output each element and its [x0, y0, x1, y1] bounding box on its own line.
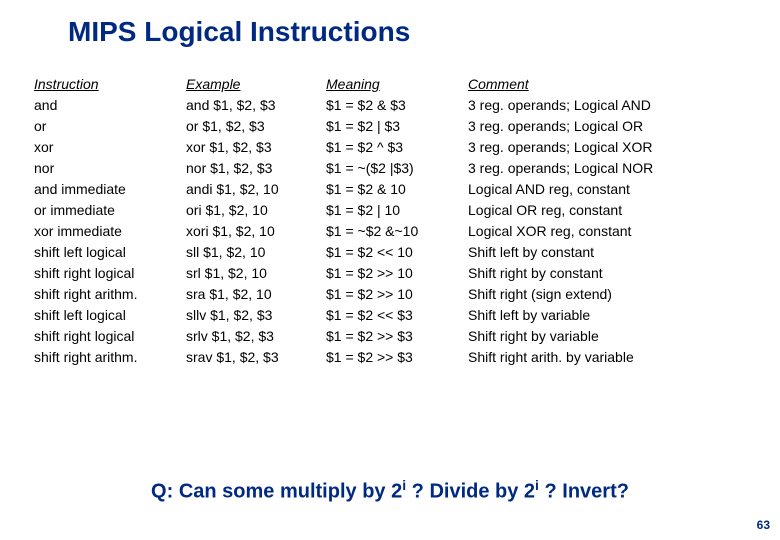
- cell-instruction: and immediate: [34, 179, 186, 200]
- cell-meaning: $1 = $2 ^ $3: [326, 137, 468, 158]
- table-row: xor xor $1, $2, $3 $1 = $2 ^ $3 3 reg. o…: [34, 137, 746, 158]
- cell-example: sllv $1, $2, $3: [186, 305, 326, 326]
- cell-example: andi $1, $2, 10: [186, 179, 326, 200]
- cell-comment: 3 reg. operands; Logical AND: [468, 95, 746, 116]
- cell-instruction: shift left logical: [34, 242, 186, 263]
- table-row: nor nor $1, $2, $3 $1 = ~($2 |$3) 3 reg.…: [34, 158, 746, 179]
- cell-meaning: $1 = $2 >> $3: [326, 326, 468, 347]
- table-row: xor immediate xori $1, $2, 10 $1 = ~$2 &…: [34, 221, 746, 242]
- cell-meaning: $1 = $2 << $3: [326, 305, 468, 326]
- cell-meaning: $1 = $2 & 10: [326, 179, 468, 200]
- question-part: ? Invert?: [539, 481, 629, 503]
- cell-example: nor $1, $2, $3: [186, 158, 326, 179]
- cell-comment: Logical OR reg, constant: [468, 200, 746, 221]
- table-header-row: Instruction Example Meaning Comment: [34, 74, 746, 95]
- cell-example: srav $1, $2, $3: [186, 347, 326, 368]
- cell-instruction: or: [34, 116, 186, 137]
- table-row: shift left logical sll $1, $2, 10 $1 = $…: [34, 242, 746, 263]
- cell-meaning: $1 = $2 >> $3: [326, 347, 468, 368]
- table-row: shift right logical srl $1, $2, 10 $1 = …: [34, 263, 746, 284]
- cell-meaning: $1 = $2 << 10: [326, 242, 468, 263]
- cell-comment: 3 reg. operands; Logical OR: [468, 116, 746, 137]
- question-text: Q: Can some multiply by 2i ? Divide by 2…: [0, 477, 780, 504]
- cell-example: sra $1, $2, 10: [186, 284, 326, 305]
- question-part: Q: Can some multiply by 2: [151, 481, 402, 503]
- cell-instruction: and: [34, 95, 186, 116]
- cell-comment: Logical XOR reg, constant: [468, 221, 746, 242]
- cell-example: ori $1, $2, 10: [186, 200, 326, 221]
- cell-meaning: $1 = $2 | $3: [326, 116, 468, 137]
- table-row: or immediate ori $1, $2, 10 $1 = $2 | 10…: [34, 200, 746, 221]
- cell-instruction: shift right arithm.: [34, 347, 186, 368]
- page-number: 63: [757, 518, 770, 532]
- cell-example: and $1, $2, $3: [186, 95, 326, 116]
- header-meaning: Meaning: [326, 74, 468, 95]
- cell-instruction: shift left logical: [34, 305, 186, 326]
- table-row: shift left logical sllv $1, $2, $3 $1 = …: [34, 305, 746, 326]
- cell-example: srlv $1, $2, $3: [186, 326, 326, 347]
- cell-example: srl $1, $2, 10: [186, 263, 326, 284]
- cell-meaning: $1 = $2 | 10: [326, 200, 468, 221]
- header-instruction: Instruction: [34, 74, 186, 95]
- table-row: and and $1, $2, $3 $1 = $2 & $3 3 reg. o…: [34, 95, 746, 116]
- cell-meaning: $1 = ~$2 &~10: [326, 221, 468, 242]
- cell-instruction: shift right logical: [34, 326, 186, 347]
- table-row: shift right arithm. srav $1, $2, $3 $1 =…: [34, 347, 746, 368]
- cell-comment: Shift right (sign extend): [468, 284, 746, 305]
- cell-meaning: $1 = ~($2 |$3): [326, 158, 468, 179]
- header-comment: Comment: [468, 74, 746, 95]
- table-row: shift right arithm. sra $1, $2, 10 $1 = …: [34, 284, 746, 305]
- slide-title: MIPS Logical Instructions: [68, 16, 410, 48]
- cell-instruction: shift right arithm.: [34, 284, 186, 305]
- cell-comment: Shift left by variable: [468, 305, 746, 326]
- cell-instruction: xor: [34, 137, 186, 158]
- table-row: or or $1, $2, $3 $1 = $2 | $3 3 reg. ope…: [34, 116, 746, 137]
- cell-instruction: nor: [34, 158, 186, 179]
- cell-comment: 3 reg. operands; Logical NOR: [468, 158, 746, 179]
- cell-comment: Shift right arith. by variable: [468, 347, 746, 368]
- cell-example: xor $1, $2, $3: [186, 137, 326, 158]
- question-part: ? Divide by 2: [406, 481, 535, 503]
- cell-example: or $1, $2, $3: [186, 116, 326, 137]
- cell-comment: Shift left by constant: [468, 242, 746, 263]
- cell-example: xori $1, $2, 10: [186, 221, 326, 242]
- cell-comment: Shift right by constant: [468, 263, 746, 284]
- cell-instruction: xor immediate: [34, 221, 186, 242]
- cell-instruction: or immediate: [34, 200, 186, 221]
- table-row: shift right logical srlv $1, $2, $3 $1 =…: [34, 326, 746, 347]
- instruction-table: Instruction Example Meaning Comment and …: [34, 74, 746, 368]
- table-row: and immediate andi $1, $2, 10 $1 = $2 & …: [34, 179, 746, 200]
- header-example: Example: [186, 74, 326, 95]
- cell-example: sll $1, $2, 10: [186, 242, 326, 263]
- cell-comment: Logical AND reg, constant: [468, 179, 746, 200]
- cell-meaning: $1 = $2 >> 10: [326, 263, 468, 284]
- cell-comment: 3 reg. operands; Logical XOR: [468, 137, 746, 158]
- cell-comment: Shift right by variable: [468, 326, 746, 347]
- cell-meaning: $1 = $2 & $3: [326, 95, 468, 116]
- cell-meaning: $1 = $2 >> 10: [326, 284, 468, 305]
- cell-instruction: shift right logical: [34, 263, 186, 284]
